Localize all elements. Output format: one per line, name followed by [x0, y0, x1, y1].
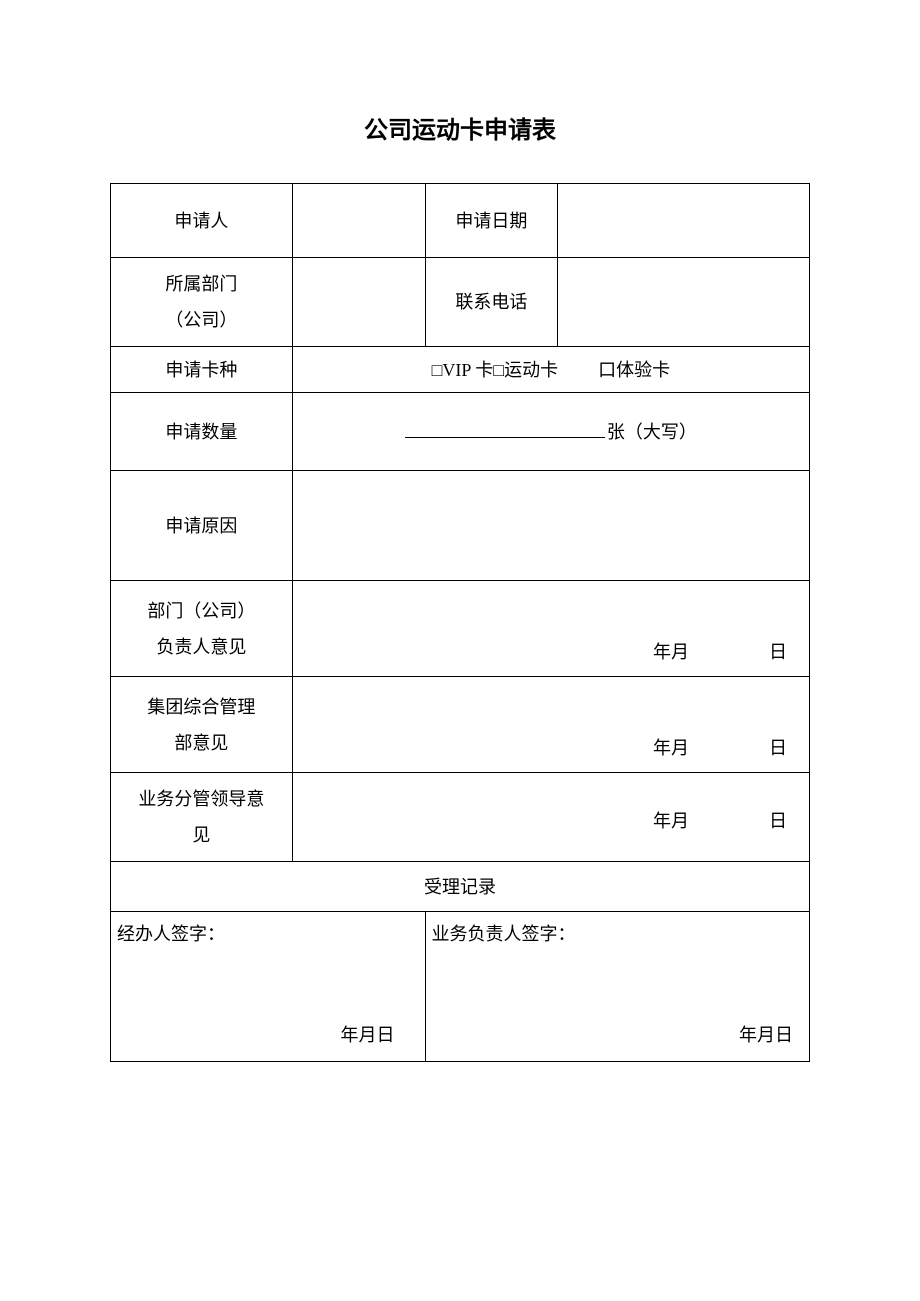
label-apply-date: 申请日期 — [425, 184, 558, 258]
date-d-3: 日 — [769, 803, 787, 839]
value-phone[interactable] — [558, 258, 810, 347]
label-group-opinion: 集团综合管理 部意见 — [111, 677, 293, 773]
biz-sign-date: 年月日 — [739, 1017, 793, 1053]
row-department: 所属部门 （公司） 联系电话 — [111, 258, 810, 347]
value-quantity[interactable]: 张（大写） — [292, 393, 809, 471]
row-card-type: 申请卡种 □VIP 卡□运动卡 口体验卡 — [111, 347, 810, 393]
label-record-header: 受理记录 — [111, 862, 810, 912]
date-d-2: 日 — [769, 730, 787, 766]
value-dept-opinion[interactable]: 年月 日 — [292, 581, 809, 677]
value-leader-opinion[interactable]: 年月 日 — [292, 773, 809, 862]
label-applicant: 申请人 — [111, 184, 293, 258]
label-quantity: 申请数量 — [111, 393, 293, 471]
label-reason: 申请原因 — [111, 471, 293, 581]
label-leader-opinion: 业务分管领导意 见 — [111, 773, 293, 862]
value-card-type[interactable]: □VIP 卡□运动卡 口体验卡 — [292, 347, 809, 393]
value-reason[interactable] — [292, 471, 809, 581]
handler-sign-date: 年月日 — [341, 1017, 395, 1053]
dept-opinion-date: 年月 日 — [293, 634, 809, 670]
cell-handler-sign[interactable]: 经办人签字： 年月日 — [111, 912, 426, 1062]
quantity-suffix: 张（大写） — [607, 422, 697, 442]
group-opinion-date: 年月 日 — [293, 730, 809, 766]
row-applicant: 申请人 申请日期 — [111, 184, 810, 258]
quantity-blank — [405, 420, 605, 438]
label-phone: 联系电话 — [425, 258, 558, 347]
leader-opinion-date: 年月 日 — [293, 803, 809, 839]
form-title: 公司运动卡申请表 — [110, 110, 810, 145]
date-ym-1: 年月 — [653, 634, 689, 670]
row-reason: 申请原因 — [111, 471, 810, 581]
application-table: 申请人 申请日期 所属部门 （公司） 联系电话 申请卡种 □VIP 卡□运动卡 口… — [110, 183, 810, 1062]
row-leader-opinion: 业务分管领导意 见 年月 日 — [111, 773, 810, 862]
value-apply-date[interactable] — [558, 184, 810, 258]
card-option-3: 口体验卡 — [598, 360, 670, 380]
label-card-type: 申请卡种 — [111, 347, 293, 393]
card-option-group1: □VIP 卡□运动卡 — [432, 360, 559, 380]
date-ym-3: 年月 — [653, 803, 689, 839]
row-quantity: 申请数量 张（大写） — [111, 393, 810, 471]
value-department[interactable] — [292, 258, 425, 347]
label-biz-sign: 业务负责人签字： — [432, 916, 803, 952]
date-ym-2: 年月 — [653, 730, 689, 766]
date-d-1: 日 — [769, 634, 787, 670]
row-record-header: 受理记录 — [111, 862, 810, 912]
row-signatures: 经办人签字： 年月日 业务负责人签字： 年月日 — [111, 912, 810, 1062]
row-group-opinion: 集团综合管理 部意见 年月 日 — [111, 677, 810, 773]
cell-biz-sign[interactable]: 业务负责人签字： 年月日 — [425, 912, 809, 1062]
value-applicant[interactable] — [292, 184, 425, 258]
form-page: 公司运动卡申请表 申请人 申请日期 所属部门 （公司） 联系电话 申请卡种 □V… — [0, 0, 920, 1062]
row-dept-opinion: 部门（公司） 负责人意见 年月 日 — [111, 581, 810, 677]
value-group-opinion[interactable]: 年月 日 — [292, 677, 809, 773]
label-handler-sign: 经办人签字： — [117, 916, 419, 952]
label-department: 所属部门 （公司） — [111, 258, 293, 347]
label-dept-opinion: 部门（公司） 负责人意见 — [111, 581, 293, 677]
